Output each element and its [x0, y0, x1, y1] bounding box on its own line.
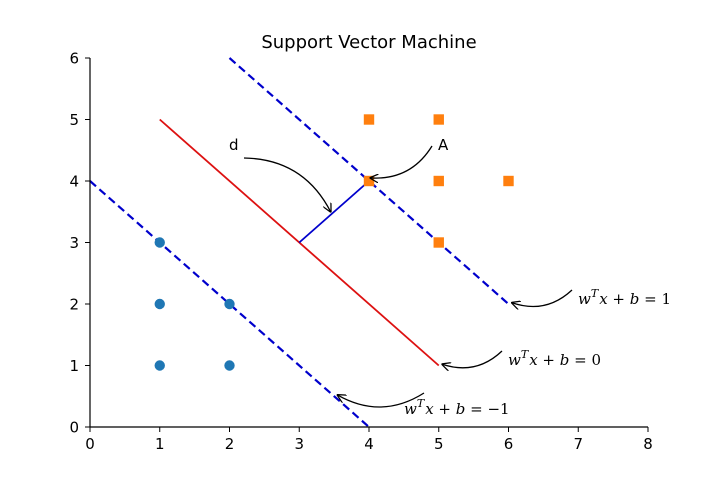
- data-point-circle: [154, 360, 165, 371]
- data-point-circle: [154, 237, 165, 248]
- data-point-square: [363, 175, 375, 187]
- annotation-arrow: [370, 145, 433, 178]
- data-point-square: [433, 114, 444, 125]
- annotation-margin-pos-label: wTx + b = 1: [578, 287, 671, 308]
- data-point-square: [433, 237, 444, 248]
- data-point-circle: [224, 360, 235, 371]
- annotation-label-a: A: [438, 136, 449, 154]
- margin-distance-line: [298, 180, 370, 244]
- y-tick-label: 1: [69, 357, 79, 375]
- data-point-square: [433, 175, 444, 187]
- points-layer: [154, 114, 514, 371]
- x-tick-label: 2: [225, 435, 235, 453]
- data-point-square: [363, 114, 375, 125]
- x-tick-label: 8: [643, 435, 653, 453]
- annotation-arrow: [243, 157, 331, 212]
- y-tick-label: 5: [69, 111, 79, 129]
- x-tick-label: 6: [504, 435, 514, 453]
- y-tick-label: 6: [69, 50, 79, 68]
- x-tick-label: 7: [573, 435, 583, 453]
- annotation-label-d: d: [229, 136, 239, 154]
- lines-layer: [89, 57, 510, 428]
- x-tick-label: 5: [434, 435, 444, 453]
- annotation-margin-neg-label: wTx + b = −1: [404, 397, 510, 418]
- x-tick-label: 1: [155, 435, 165, 453]
- chart-title: Support Vector Machine: [261, 32, 476, 53]
- data-point-circle: [154, 298, 165, 310]
- x-tick-label: 3: [294, 435, 304, 453]
- y-tick-label: 2: [69, 296, 79, 314]
- y-tick-label: 3: [69, 234, 79, 252]
- x-tick-label: 0: [85, 435, 95, 453]
- axes-layer: 0 1 2 3 4 5 6 7 8 0 1 2 3 4 5 6: [69, 50, 652, 454]
- data-point-square: [503, 175, 514, 187]
- y-tick-label: 4: [69, 173, 79, 191]
- annotation-arrow: [512, 289, 573, 307]
- x-tick-label: 4: [364, 435, 374, 453]
- data-point-circle: [224, 298, 235, 310]
- y-tick-label: 0: [69, 419, 79, 437]
- annotation-boundary-label: wTx + b = 0: [508, 348, 601, 369]
- annotation-arrow: [442, 350, 503, 368]
- annotation-arrow: [338, 392, 425, 408]
